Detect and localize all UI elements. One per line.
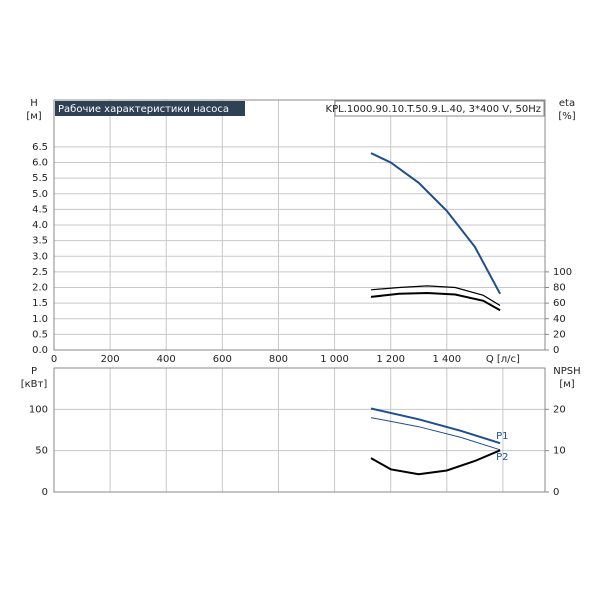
- y-axis-unit: [кВт]: [21, 379, 48, 390]
- series-label: P1: [496, 431, 508, 442]
- x-tick-label: 200: [101, 354, 120, 365]
- x-tick-label: 800: [269, 354, 288, 365]
- title-box: [55, 101, 245, 116]
- y-tick-label: 2.0: [32, 283, 48, 294]
- y2-tick-label: 80: [553, 283, 566, 294]
- y-axis-label: H: [30, 98, 38, 109]
- x-tick-label: 1 400: [432, 354, 461, 365]
- y2-axis-unit: [%]: [558, 111, 575, 122]
- y-tick-label: 4.0: [32, 220, 48, 231]
- plot-frame: [53, 367, 546, 493]
- series-label: P2: [496, 452, 508, 463]
- series-line: [370, 417, 501, 451]
- y-axis-unit: [м]: [26, 111, 41, 122]
- chart-title: Рабочие характеристики насоса: [58, 104, 229, 115]
- series-line: [370, 407, 501, 445]
- x-tick-label: 0: [51, 354, 57, 365]
- y-tick-label: 4.5: [32, 204, 48, 215]
- y2-tick-label: 20: [553, 404, 566, 415]
- x-tick-label: 600: [213, 354, 232, 365]
- series-line: [370, 152, 501, 295]
- x-axis-label: Q [л/с]: [486, 354, 520, 365]
- y2-tick-label: 0: [553, 487, 559, 498]
- series-line: [370, 291, 501, 312]
- y-tick-label: 0: [42, 487, 48, 498]
- y-axis-label: P: [31, 366, 37, 377]
- y-tick-label: 0.0: [32, 345, 48, 356]
- subtitle-box: [334, 100, 545, 117]
- x-tick-label: 400: [157, 354, 176, 365]
- plot-area: [54, 368, 545, 492]
- y-tick-label: 50: [35, 446, 48, 457]
- y-tick-label: 5.5: [32, 173, 48, 184]
- chart-subtitle: KPL.1000.90.10.T.50.9.L.40, 3*400 V, 50H…: [326, 104, 541, 115]
- y2-tick-label: 40: [553, 314, 566, 325]
- y-tick-label: 1.5: [32, 298, 48, 309]
- y-tick-label: 3.5: [32, 236, 48, 247]
- y2-axis-label: NPSH: [553, 366, 580, 377]
- y2-tick-label: 100: [553, 267, 572, 278]
- y-tick-label: 0.5: [32, 329, 48, 340]
- y-tick-label: 3.0: [32, 251, 48, 262]
- y-tick-label: 2.5: [32, 267, 48, 278]
- y-tick-label: 1.0: [32, 314, 48, 325]
- y2-tick-label: 10: [553, 446, 566, 457]
- y2-tick-label: 0: [553, 345, 559, 356]
- plot-frame: [53, 99, 546, 351]
- y-tick-label: 6.5: [32, 142, 48, 153]
- x-tick-label: 1 200: [376, 354, 405, 365]
- y2-tick-label: 20: [553, 329, 566, 340]
- x-tick-label: 1 000: [320, 354, 349, 365]
- series-line: [370, 285, 501, 307]
- y2-tick-label: 60: [553, 298, 566, 309]
- y2-axis-label: eta: [559, 98, 575, 109]
- y-tick-label: 5.0: [32, 189, 48, 200]
- y2-axis-unit: [м]: [559, 379, 574, 390]
- y-tick-label: 100: [29, 404, 48, 415]
- y-tick-label: 6.0: [32, 158, 48, 169]
- series-line: [370, 449, 501, 476]
